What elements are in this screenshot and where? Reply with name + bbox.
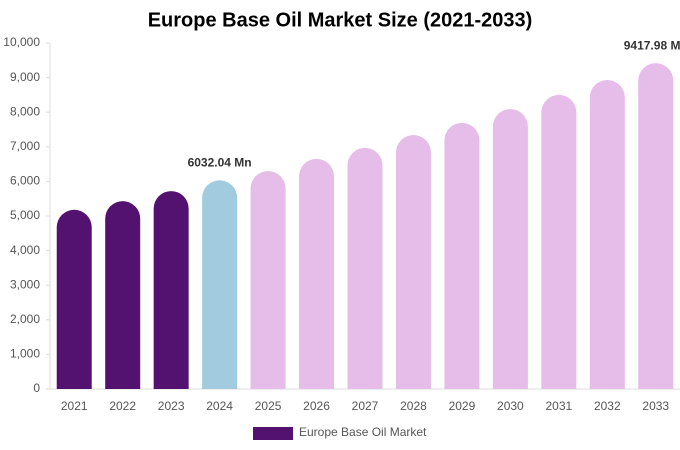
bar — [492, 109, 528, 389]
x-tick-label: 2023 — [158, 399, 185, 413]
x-tick-label: 2026 — [303, 399, 330, 413]
x-tick-label: 2032 — [594, 399, 621, 413]
y-tick-label: 9,000 — [10, 70, 40, 84]
bar — [56, 209, 92, 389]
y-tick-label: 8,000 — [10, 104, 40, 118]
bar — [541, 94, 577, 390]
y-tick-label: 0 — [33, 381, 40, 395]
x-tick-label: 2029 — [449, 399, 476, 413]
bar — [153, 191, 189, 389]
y-tick-label: 6,000 — [10, 174, 40, 188]
x-tick-label: 2030 — [497, 399, 524, 413]
y-tick-label: 10,000 — [3, 35, 40, 49]
legend-swatch — [253, 427, 293, 440]
x-tick-label: 2027 — [352, 399, 379, 413]
bar — [638, 63, 674, 390]
legend-label: Europe Base Oil Market — [299, 425, 427, 439]
x-tick-label: 2031 — [545, 399, 572, 413]
x-tick-label: 2022 — [109, 399, 136, 413]
y-tick-label: 3,000 — [10, 277, 40, 291]
chart-title: Europe Base Oil Market Size (2021-2033) — [148, 9, 533, 31]
x-tick-label: 2033 — [642, 399, 669, 413]
y-tick-label: 5,000 — [10, 208, 40, 222]
bar — [444, 122, 480, 390]
bar — [589, 80, 625, 389]
bar — [105, 201, 141, 389]
x-tick-label: 2025 — [255, 399, 282, 413]
y-tick-label: 1,000 — [10, 347, 40, 361]
y-tick-label: 7,000 — [10, 139, 40, 153]
x-tick-label: 2021 — [61, 399, 88, 413]
bar — [202, 180, 238, 389]
y-tick-label: 2,000 — [10, 312, 40, 326]
bar — [347, 147, 383, 389]
x-tick-label: 2028 — [400, 399, 427, 413]
y-tick-label: 4,000 — [10, 243, 40, 257]
bar — [395, 135, 431, 389]
x-tick-label: 2024 — [206, 399, 233, 413]
data-label: 9417.98 Mn — [624, 38, 680, 52]
bar — [250, 171, 286, 389]
bar — [299, 158, 335, 389]
data-label: 6032.04 Mn — [188, 155, 252, 169]
